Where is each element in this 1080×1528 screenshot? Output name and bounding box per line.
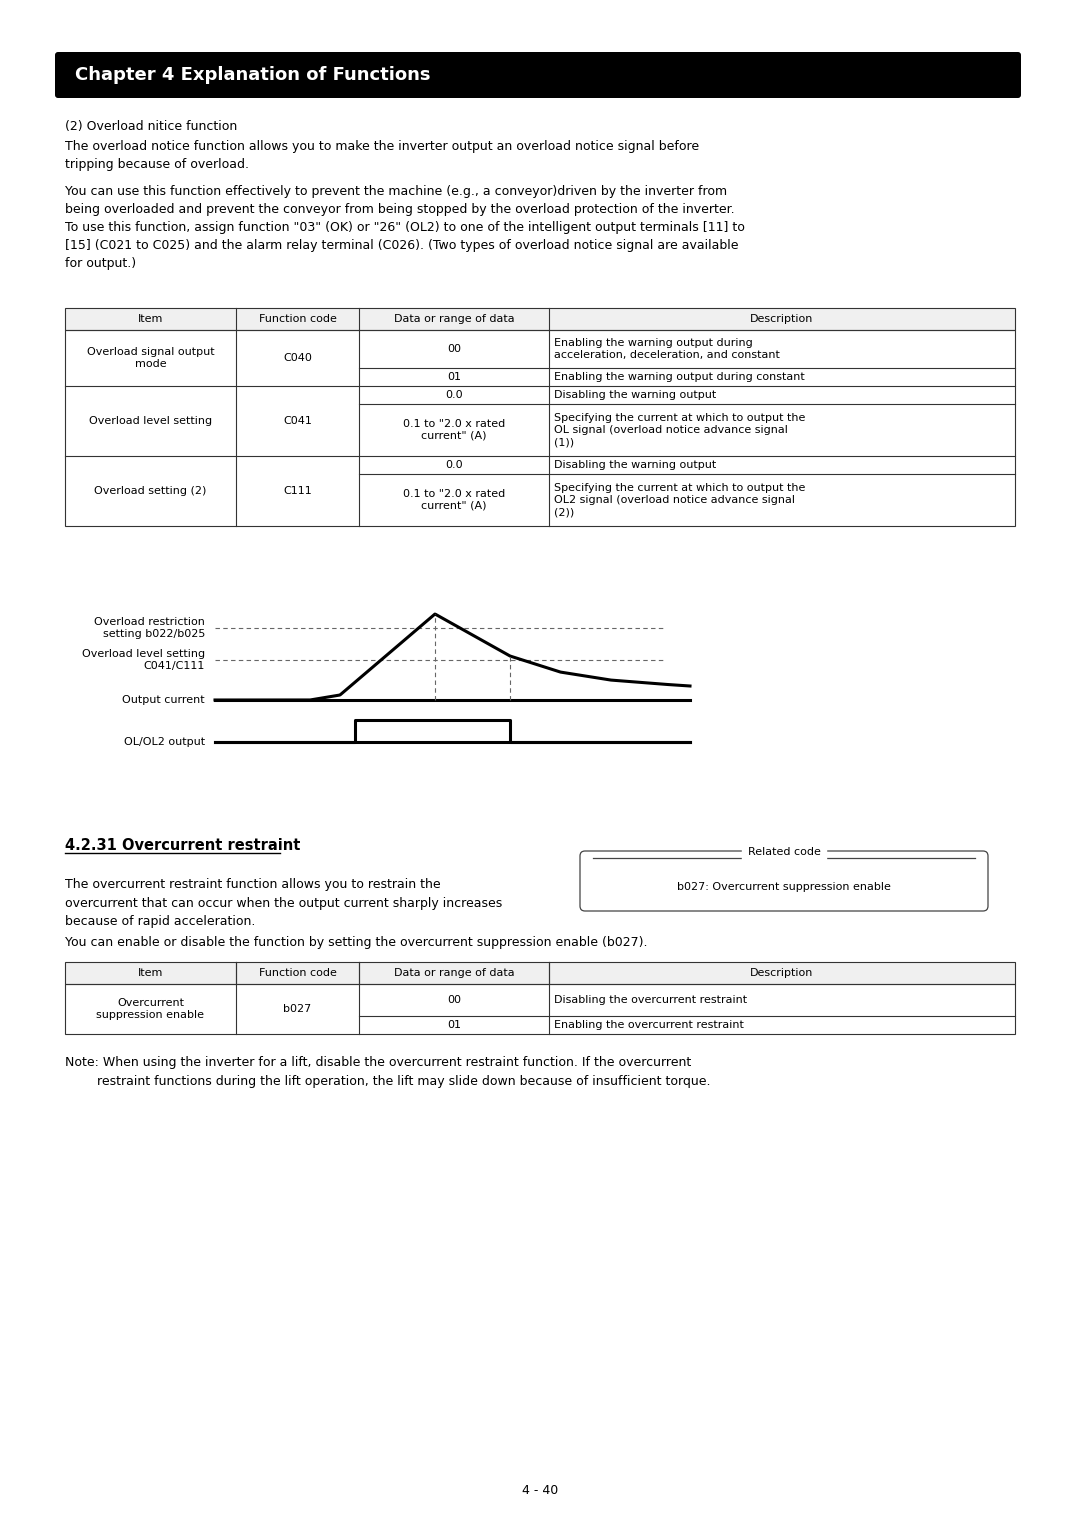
Text: Data or range of data: Data or range of data bbox=[394, 313, 514, 324]
Text: Note: When using the inverter for a lift, disable the overcurrent restraint func: Note: When using the inverter for a lift… bbox=[65, 1056, 711, 1088]
Text: Disabling the overcurrent restraint: Disabling the overcurrent restraint bbox=[554, 995, 747, 1005]
FancyBboxPatch shape bbox=[55, 52, 1021, 98]
FancyBboxPatch shape bbox=[580, 851, 988, 911]
Text: C040: C040 bbox=[283, 353, 312, 364]
Text: Disabling the warning output: Disabling the warning output bbox=[554, 460, 716, 471]
Text: b027: b027 bbox=[283, 1004, 312, 1015]
Text: Enabling the overcurrent restraint: Enabling the overcurrent restraint bbox=[554, 1021, 744, 1030]
Text: Specifying the current at which to output the
OL signal (overload notice advance: Specifying the current at which to outpu… bbox=[554, 413, 806, 448]
Bar bbox=[65, 984, 1015, 1034]
Text: 0.1 to "2.0 x rated
current" (A): 0.1 to "2.0 x rated current" (A) bbox=[403, 489, 505, 510]
Text: 00: 00 bbox=[447, 344, 461, 354]
Text: 01: 01 bbox=[447, 371, 461, 382]
Text: 4 - 40: 4 - 40 bbox=[522, 1484, 558, 1496]
Text: 0.1 to "2.0 x rated
current" (A): 0.1 to "2.0 x rated current" (A) bbox=[403, 419, 505, 440]
Text: Description: Description bbox=[750, 313, 813, 324]
Text: Enabling the warning output during constant: Enabling the warning output during const… bbox=[554, 371, 805, 382]
Text: 4.2.31 Overcurrent restraint: 4.2.31 Overcurrent restraint bbox=[65, 837, 300, 853]
Bar bbox=[65, 963, 1015, 984]
Text: Specifying the current at which to output the
OL2 signal (overload notice advanc: Specifying the current at which to outpu… bbox=[554, 483, 806, 518]
Text: 0.0: 0.0 bbox=[445, 390, 463, 400]
Text: Overload setting (2): Overload setting (2) bbox=[94, 486, 206, 497]
Text: Function code: Function code bbox=[258, 969, 337, 978]
Text: Overload restriction
setting b022/b025: Overload restriction setting b022/b025 bbox=[94, 617, 205, 639]
Text: Item: Item bbox=[138, 969, 163, 978]
Text: Overload level setting
C041/C111: Overload level setting C041/C111 bbox=[82, 649, 205, 671]
Text: Enabling the warning output during
acceleration, deceleration, and constant: Enabling the warning output during accel… bbox=[554, 338, 780, 361]
Text: You can use this function effectively to prevent the machine (e.g., a conveyor)d: You can use this function effectively to… bbox=[65, 185, 745, 270]
Text: Disabling the warning output: Disabling the warning output bbox=[554, 390, 716, 400]
Text: You can enable or disable the function by setting the overcurrent suppression en: You can enable or disable the function b… bbox=[65, 937, 648, 949]
Text: Overcurrent
suppression enable: Overcurrent suppression enable bbox=[96, 998, 204, 1019]
Bar bbox=[65, 309, 1015, 330]
Text: Function code: Function code bbox=[258, 313, 337, 324]
Text: 01: 01 bbox=[447, 1021, 461, 1030]
Text: Description: Description bbox=[750, 969, 813, 978]
Text: The overload notice function allows you to make the inverter output an overload : The overload notice function allows you … bbox=[65, 141, 699, 171]
Text: Chapter 4 Explanation of Functions: Chapter 4 Explanation of Functions bbox=[75, 66, 431, 84]
Text: C111: C111 bbox=[283, 486, 312, 497]
Text: (2) Overload nitice function: (2) Overload nitice function bbox=[65, 121, 238, 133]
Text: Data or range of data: Data or range of data bbox=[394, 969, 514, 978]
Text: Item: Item bbox=[138, 313, 163, 324]
Text: 0.0: 0.0 bbox=[445, 460, 463, 471]
Text: 00: 00 bbox=[447, 995, 461, 1005]
Text: Related code: Related code bbox=[747, 847, 821, 857]
Text: Overload level setting: Overload level setting bbox=[89, 416, 212, 426]
Text: The overcurrent restraint function allows you to restrain the
overcurrent that c: The overcurrent restraint function allow… bbox=[65, 879, 502, 927]
Bar bbox=[65, 330, 1015, 526]
Text: Overload signal output
mode: Overload signal output mode bbox=[86, 347, 214, 368]
Text: b027: Overcurrent suppression enable: b027: Overcurrent suppression enable bbox=[677, 882, 891, 892]
Text: Output current: Output current bbox=[122, 695, 205, 704]
Text: OL/OL2 output: OL/OL2 output bbox=[124, 736, 205, 747]
Text: C041: C041 bbox=[283, 416, 312, 426]
